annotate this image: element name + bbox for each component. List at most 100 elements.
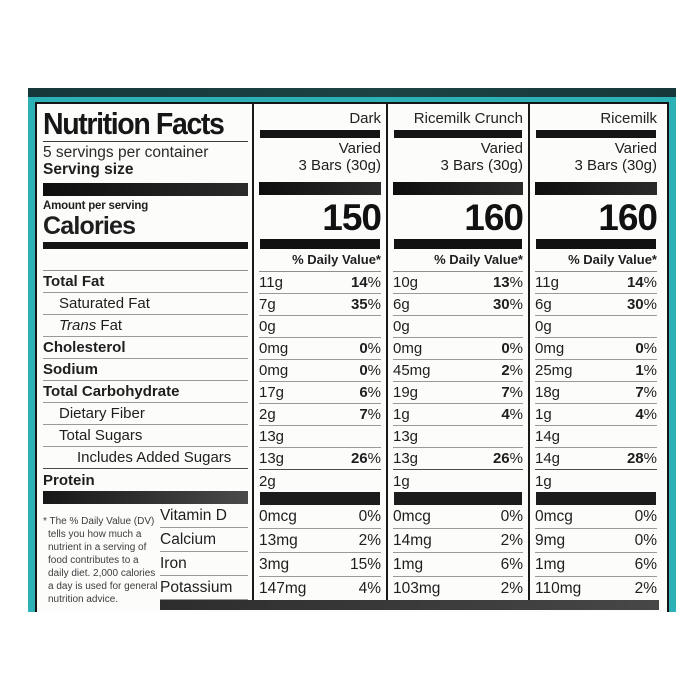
nutrient-label: Dietary Fiber (59, 405, 145, 422)
percent-sign: % (367, 384, 381, 401)
vitamin-amount: 147mg (259, 580, 307, 597)
daily-value-number: 2 (500, 580, 510, 597)
nutrient-row: 14g (535, 426, 657, 448)
percent-sign: % (509, 532, 523, 549)
package-teal-frame: Nutrition Facts 5 servings per container… (28, 97, 676, 612)
nutrient-amount: 11g (535, 274, 559, 291)
nutrient-row: Total Carbohydrate (43, 381, 248, 403)
daily-value-number: 0 (634, 508, 644, 525)
column-ricemilk-crunch: Ricemilk Crunch Varied 3 Bars (30g) 160 … (388, 104, 528, 601)
daily-value-number: 0 (359, 340, 368, 357)
nutrient-row: 45mg 2% (393, 360, 523, 382)
percent-sign: % (367, 450, 381, 467)
percent-sign: % (367, 580, 381, 597)
nutrient-row: 6g 30% (535, 294, 657, 316)
nutrient-amount: 0g (535, 318, 552, 335)
column-divider-3 (528, 104, 530, 600)
percent-sign: % (643, 296, 657, 313)
vitamin-amount: 1mg (535, 556, 566, 573)
nutrient-daily-value: 0% (635, 338, 657, 359)
nutrient-daily-value: 0% (359, 338, 381, 359)
vitamin-value-rows: 0mcg 0% 14mg 2% 1mg 6% 103mg 2% (393, 505, 523, 601)
percent-sign: % (643, 556, 657, 573)
nutrient-row: Protein (43, 469, 248, 491)
vitamin-daily-value: 0% (635, 529, 657, 552)
nutrient-row: 2g 7% (259, 404, 381, 426)
vitamin-label: Calcium (160, 531, 216, 548)
nutrient-amount: 0mg (535, 340, 565, 357)
protein-section-bar (43, 491, 248, 504)
serving-size-bar (535, 182, 657, 195)
percent-sign: % (643, 340, 657, 357)
daily-value-number: 28 (626, 450, 644, 467)
vitamin-daily-value: 2% (501, 529, 523, 552)
nutrient-row: 17g 6% (259, 382, 381, 404)
nutrient-label: Total Sugars (59, 427, 143, 444)
nutrient-amount: 2g (259, 406, 276, 423)
daily-value-number: 7 (359, 406, 368, 423)
protein-section-bar (394, 492, 522, 505)
serving-size-bar (43, 183, 248, 196)
nutrient-row: 0mg 0% (259, 360, 381, 382)
vitamin-row: 0mcg 0% (535, 505, 657, 529)
nutrient-amount: 10g (393, 274, 419, 291)
percent-sign: % (367, 296, 381, 313)
label-title: Nutrition Facts (43, 106, 225, 141)
vitamin-daily-value: 0% (635, 505, 657, 528)
nutrient-amount: 0mg (393, 340, 423, 357)
nutrient-amount: 2g (259, 472, 276, 490)
daily-value-number: 4 (501, 406, 510, 423)
vitamin-daily-value: 2% (635, 577, 657, 600)
vitamin-amount: 110mg (535, 580, 582, 597)
calories-value: 150 (322, 197, 382, 238)
daily-value-number: 0 (635, 340, 644, 357)
nutrient-row: 19g 7% (393, 382, 523, 404)
nutrient-row: Total Fat (43, 271, 248, 293)
vitamin-amount: 9mg (535, 532, 566, 549)
label-inner-panel: Nutrition Facts 5 servings per container… (35, 102, 669, 612)
vitamin-value-rows: 0mcg 0% 9mg 0% 1mg 6% 110mg 2% (535, 505, 657, 601)
daily-value-footnote: * The % Daily Value (DV) tells you how m… (43, 516, 158, 605)
percent-sign: % (509, 362, 523, 379)
vitamin-daily-value: 6% (501, 553, 523, 576)
nutrient-daily-value: 13% (493, 272, 523, 293)
nutrient-amount: 19g (393, 384, 419, 401)
vitamin-amount: 1mg (393, 556, 424, 573)
nutrient-row: 6g 30% (393, 294, 523, 316)
nutrient-daily-value: 14% (627, 272, 657, 293)
nutrient-amount: 14g (535, 450, 561, 467)
percent-sign: % (509, 274, 523, 291)
footnote-region: * The % Daily Value (DV) tells you how m… (43, 504, 248, 605)
column-divider-2 (386, 104, 388, 600)
vitamin-amount: 0mcg (393, 508, 431, 525)
nutrient-amount: 1g (393, 472, 410, 490)
nutrient-label: Total Fat (43, 273, 105, 290)
vitamin-label: Vitamin D (160, 507, 227, 524)
percent-sign: % (509, 296, 523, 313)
percent-sign: % (643, 532, 657, 549)
nutrient-daily-value: 35% (351, 294, 381, 315)
nutrient-amount: 13g (393, 428, 419, 445)
nutrient-amount: 25mg (535, 362, 573, 379)
vitamin-name-row: Vitamin D (160, 504, 248, 528)
nutrient-row: 0mg 0% (535, 338, 657, 360)
percent-sign: % (643, 406, 657, 423)
nutrient-row: 0g (259, 316, 381, 338)
vitamin-daily-value: 2% (359, 529, 381, 552)
percent-sign: % (509, 406, 523, 423)
nutrient-label-italic: Trans (59, 317, 97, 334)
nutrient-row: Dietary Fiber (43, 403, 248, 425)
nutrient-daily-value: 0% (359, 360, 381, 381)
nutrient-amount: 0g (393, 318, 410, 335)
percent-sign: % (367, 274, 381, 291)
percent-sign: % (367, 362, 381, 379)
daily-value-number: 13 (492, 274, 510, 291)
daily-value-number: 0 (500, 508, 510, 525)
daily-value-number: 4 (635, 406, 644, 423)
nutrient-row: 13g 26% (393, 448, 523, 470)
nutrient-label: Cholesterol (43, 339, 126, 356)
vitamin-row: 1mg 6% (535, 553, 657, 577)
nutrient-amount: 13g (393, 450, 419, 467)
nutrient-daily-value: 26% (493, 448, 523, 469)
nutrient-row: 0mg 0% (259, 338, 381, 360)
